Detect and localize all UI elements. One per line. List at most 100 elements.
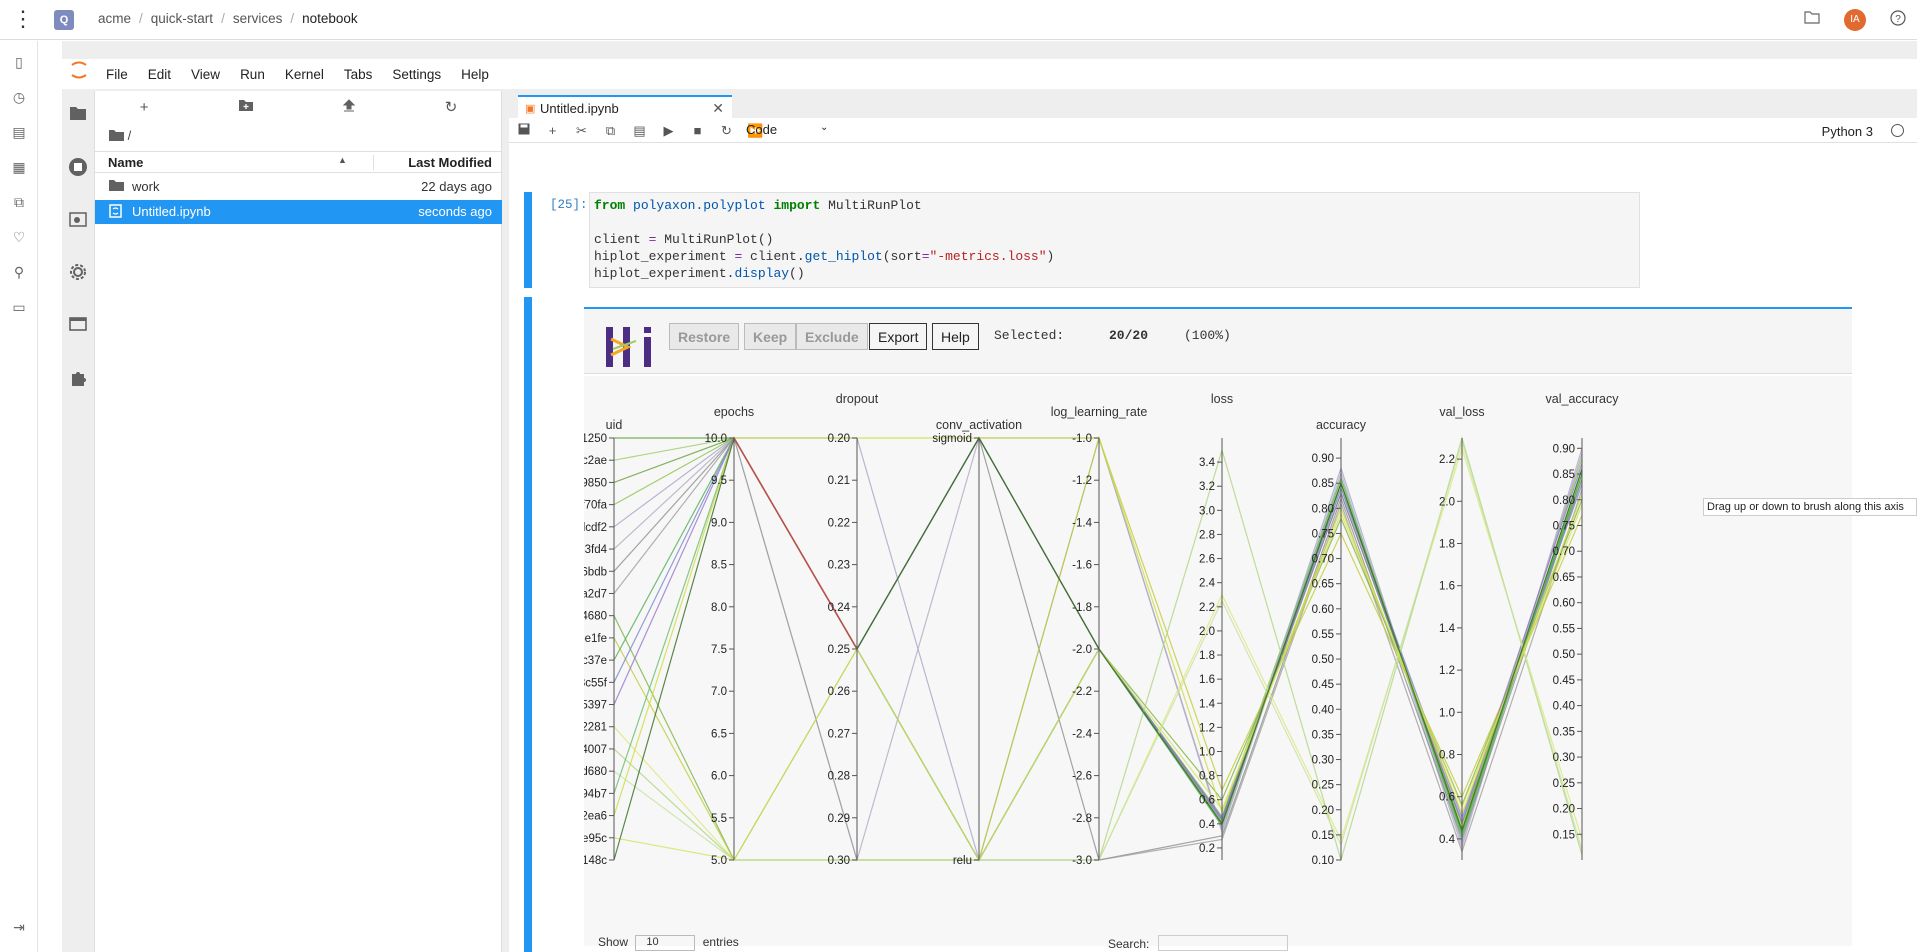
tick-label: 9.5 (711, 475, 727, 487)
history-icon[interactable]: ◷ (12, 89, 26, 105)
avatar[interactable]: IA (1844, 9, 1866, 31)
property-inspector-icon[interactable] (68, 263, 88, 283)
help-icon[interactable]: ? (1890, 10, 1906, 30)
breadcrumb-item[interactable]: acme (98, 11, 132, 26)
paste-icon[interactable]: ▤ (633, 122, 646, 138)
tick-label: dcdf2 (584, 522, 607, 534)
cut-icon[interactable]: ✂ (576, 122, 587, 138)
tick-label: 0.23 (828, 560, 850, 572)
save-icon[interactable] (509, 123, 538, 138)
file-browser-toolbar: + ↻ (95, 91, 502, 123)
file-modified: seconds ago (418, 204, 492, 219)
sort-ascending-icon[interactable]: ▲ (338, 155, 347, 165)
run-icon[interactable]: ▶ (663, 122, 674, 138)
breadcrumb-item[interactable]: quick-start (150, 11, 214, 26)
axis-title[interactable]: accuracy (1316, 418, 1367, 432)
menu-edit[interactable]: Edit (147, 66, 172, 82)
run-line[interactable] (613, 504, 1583, 862)
file-browser-path[interactable]: / (109, 128, 131, 143)
tick-label: 2.2 (1199, 602, 1215, 614)
menu-run[interactable]: Run (240, 66, 265, 82)
parallel-coordinates-plot[interactable]: uid91250 8c2ae l9850 3f70fa dcdf2 63fd4 36bdb f… (584, 376, 1852, 946)
axis-title[interactable]: log_learning_rate (1051, 405, 1148, 419)
breadcrumb-separator: / (290, 11, 295, 26)
restore-button[interactable]: Restore (669, 323, 740, 350)
tick-label: f4007 (584, 744, 607, 756)
tabs-tab-icon[interactable] (68, 316, 88, 336)
copy-icon[interactable]: ⧉ (605, 122, 616, 138)
running-tab-icon[interactable] (68, 157, 88, 177)
menu-help[interactable]: Help (461, 66, 489, 82)
keep-button[interactable]: Keep (744, 323, 797, 350)
run-line[interactable] (614, 436, 1583, 835)
expand-icon[interactable]: ⇥ (13, 919, 25, 935)
app-logo[interactable]: Q (54, 10, 74, 30)
restart-icon[interactable]: ↻ (721, 122, 732, 138)
column-header-name[interactable]: Name (108, 155, 144, 170)
kernel-name[interactable]: Python 3 (1821, 124, 1873, 139)
file-browser-tab-icon[interactable] (68, 105, 88, 125)
run-line[interactable] (613, 446, 1583, 861)
hierarchy-icon[interactable]: ⚲ (13, 264, 25, 280)
clipboard-icon[interactable]: ▤ (12, 124, 26, 140)
insert-cell-icon[interactable]: + (548, 123, 557, 138)
menu-kernel[interactable]: Kernel (284, 66, 324, 82)
tick-label: -1.0 (1072, 433, 1092, 445)
monitor-icon[interactable]: ♡ (12, 229, 26, 245)
tick-label: 0.40 (1312, 704, 1334, 716)
cell-collapser[interactable] (524, 192, 532, 288)
folder-icon[interactable] (1804, 10, 1820, 28)
upload-icon[interactable] (343, 98, 356, 116)
tab-bar: ▣ Untitled.ipynb ✕ (509, 91, 1917, 118)
panel-toggle-icon[interactable]: ▯ (15, 54, 23, 70)
selected-count: 20/20 (1109, 328, 1149, 343)
axis-title[interactable]: loss (1211, 392, 1233, 406)
tab-untitled-notebook[interactable]: ▣ Untitled.ipynb ✕ (518, 95, 732, 118)
axis-title[interactable]: val_accuracy (1546, 392, 1620, 406)
breadcrumb-item[interactable]: services (232, 11, 283, 26)
menu-view[interactable]: View (191, 66, 221, 82)
output-collapser[interactable] (524, 297, 532, 952)
tick-label: 0.40 (1553, 701, 1575, 713)
commands-tab-icon[interactable] (68, 211, 88, 231)
file-row-selected[interactable]: Untitled.ipynb seconds ago (95, 200, 502, 224)
help-button[interactable]: Help (932, 323, 979, 350)
menu-settings[interactable]: Settings (392, 66, 442, 82)
search-input[interactable] (1158, 935, 1288, 951)
tick-label: -2.8 (1072, 813, 1092, 825)
tick-label: 0.29 (828, 813, 850, 825)
tick-label: 0.25 (1553, 778, 1575, 790)
menu-tabs[interactable]: Tabs (343, 66, 373, 82)
document-icon[interactable]: ▭ (12, 299, 26, 315)
tick-label: -3.0 (1072, 855, 1092, 867)
axis-title[interactable]: dropout (836, 392, 879, 406)
file-row[interactable]: work 22 days ago (95, 175, 502, 199)
export-button[interactable]: Export (869, 323, 928, 350)
new-folder-icon[interactable] (238, 99, 254, 116)
refresh-icon[interactable]: ↻ (444, 99, 458, 116)
axis-title[interactable]: uid (606, 418, 623, 432)
new-launcher-icon[interactable]: + (139, 98, 149, 116)
tick-label: 1.0 (1199, 746, 1215, 758)
components-icon[interactable]: ⧉ (14, 194, 24, 210)
tick-label: 8c2ae (584, 455, 607, 467)
code-editor[interactable]: from polyaxon.polyplot import MultiRunPl… (589, 192, 1640, 288)
stop-icon[interactable]: ■ (693, 123, 702, 138)
notebook-toolbar: + ✂ ⧉ ▤ ▶ ■ ↻ ⏩ Code ⌄ Python 3 (509, 119, 1917, 143)
apps-grid-icon[interactable]: ⋮ (12, 6, 34, 31)
dashboard-icon[interactable]: ▦ (12, 159, 26, 175)
axis-title[interactable]: epochs (714, 405, 754, 419)
menu-file[interactable]: File (106, 66, 128, 82)
axis-title[interactable]: conv_activation (936, 418, 1022, 432)
tick-label: 0.50 (1553, 649, 1575, 661)
folder-icon (109, 179, 124, 194)
cell-type-select[interactable]: Code ⌄ (746, 122, 836, 137)
column-header-modified[interactable]: Last Modified (373, 155, 492, 170)
fast-forward-icon[interactable]: ⏩ (747, 122, 764, 138)
close-icon[interactable]: ✕ (712, 100, 724, 116)
exclude-button[interactable]: Exclude (796, 323, 868, 350)
axis-title[interactable]: val_loss (1439, 405, 1484, 419)
tick-label: -1.8 (1072, 602, 1092, 614)
extension-manager-icon[interactable] (68, 369, 88, 389)
entries-select[interactable]: 10 (635, 935, 696, 951)
